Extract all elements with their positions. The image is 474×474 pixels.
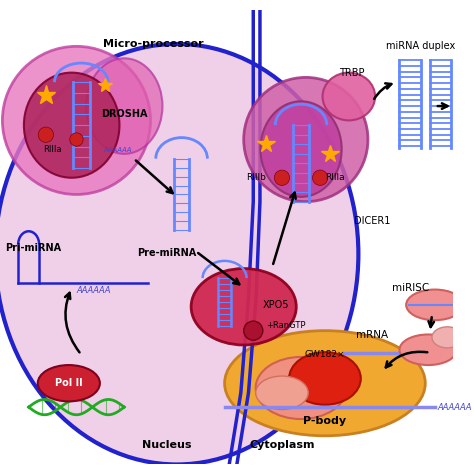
Ellipse shape: [406, 290, 464, 320]
Ellipse shape: [255, 376, 308, 410]
Circle shape: [38, 127, 54, 142]
Text: AAAAAA: AAAAAA: [438, 402, 472, 411]
Ellipse shape: [289, 352, 361, 405]
Ellipse shape: [260, 101, 342, 197]
Circle shape: [70, 133, 83, 146]
Text: miRNA duplex: miRNA duplex: [386, 41, 455, 51]
Text: TRBP: TRBP: [339, 68, 365, 78]
Text: P-body: P-body: [303, 417, 346, 427]
Text: Pol II: Pol II: [55, 378, 82, 388]
Text: Cytoplasm: Cytoplasm: [249, 440, 315, 450]
Ellipse shape: [38, 365, 100, 401]
Text: AAAAAA: AAAAAA: [76, 286, 111, 295]
Text: RIIIa: RIIIa: [43, 145, 62, 154]
Text: DICER1: DICER1: [354, 216, 390, 226]
Ellipse shape: [2, 46, 151, 194]
Text: RIIIa: RIIIa: [325, 173, 344, 182]
Text: XPO5: XPO5: [263, 300, 289, 310]
Circle shape: [312, 170, 328, 185]
Text: mRNA: mRNA: [356, 330, 388, 340]
Text: RIIIb: RIIIb: [246, 173, 266, 182]
Ellipse shape: [86, 58, 163, 154]
Text: GW182×: GW182×: [305, 350, 345, 359]
Circle shape: [274, 170, 290, 185]
Text: Micro-processor: Micro-processor: [102, 39, 203, 49]
Text: Pri-miRNA: Pri-miRNA: [5, 243, 61, 253]
Ellipse shape: [322, 73, 375, 120]
Text: Nucleus: Nucleus: [143, 440, 192, 450]
Ellipse shape: [0, 44, 358, 465]
Text: DROSHA: DROSHA: [101, 109, 147, 118]
Ellipse shape: [191, 269, 296, 345]
Circle shape: [244, 321, 263, 340]
Text: Pre-miRNA: Pre-miRNA: [137, 247, 197, 257]
Ellipse shape: [255, 357, 346, 419]
Ellipse shape: [24, 73, 119, 178]
Ellipse shape: [225, 331, 425, 436]
Ellipse shape: [400, 335, 457, 365]
Text: +RanGTP: +RanGTP: [266, 321, 305, 330]
Text: AAAAAA: AAAAAA: [103, 147, 132, 153]
Ellipse shape: [432, 327, 463, 348]
Text: miRISC: miRISC: [392, 283, 429, 292]
Ellipse shape: [244, 77, 368, 201]
